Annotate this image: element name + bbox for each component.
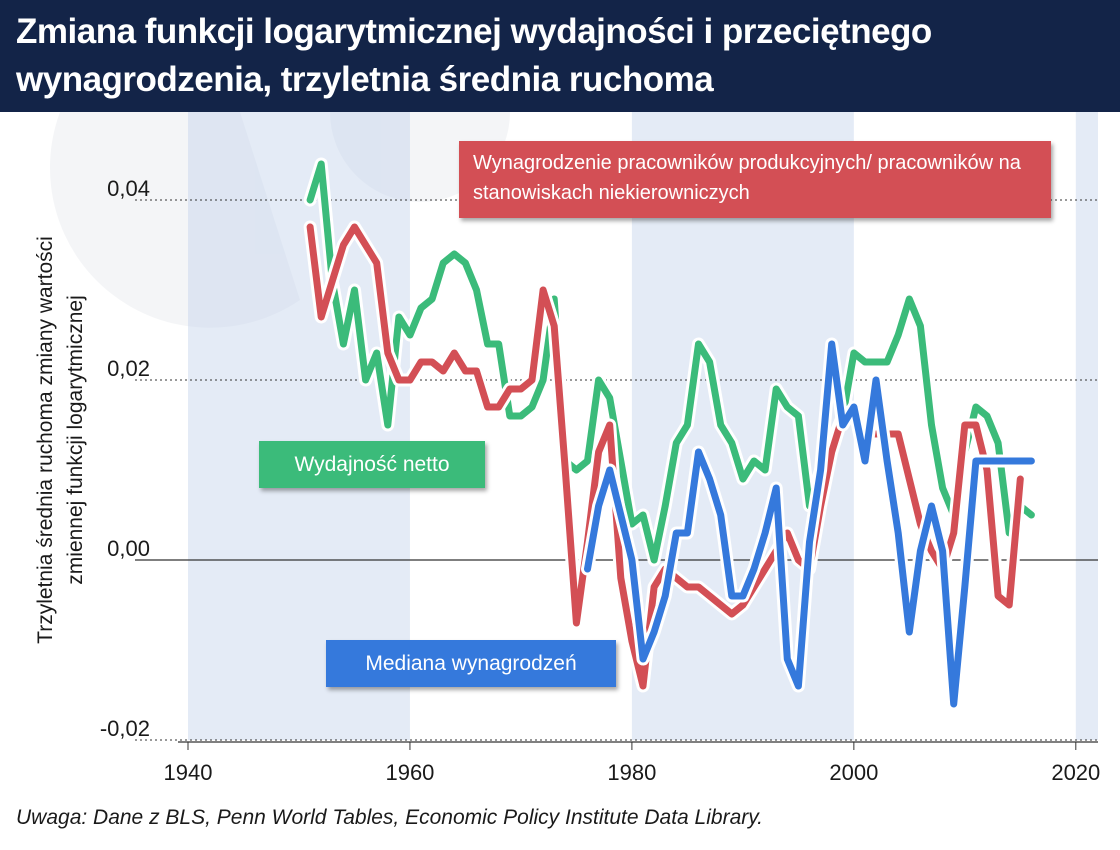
- legend-productivity-label: Wydajność netto: [294, 453, 450, 476]
- shaded-period-2: [1075, 112, 1098, 740]
- series-median-wage-line-stroke: [584, 340, 1035, 708]
- series-productivity-line: [303, 157, 1038, 567]
- x-tick-label: 1980: [607, 760, 656, 785]
- chart-title: Zmiana funkcji logarytmicznej wydajności…: [16, 12, 932, 99]
- x-tick-label: 2020: [1051, 760, 1100, 785]
- y-tick-label: 0,02: [107, 356, 150, 381]
- x-tick-label: 2000: [829, 760, 878, 785]
- x-tick-label: 1960: [385, 760, 434, 785]
- header-bar: Zmiana funkcji logarytmicznej wydajności…: [0, 0, 1120, 112]
- x-tick-label: 1940: [164, 760, 213, 785]
- series-median-wage-line: [581, 337, 1038, 711]
- series-productivity-line-stroke: [306, 160, 1035, 564]
- legend-wages: Wynagrodzenie pracowników produkcyjnych/…: [459, 141, 1051, 218]
- legend-median-wage-label: Mediana wynagrodzeń: [365, 652, 577, 675]
- y-axis-label-line-2: zmiennej funkcji logarytmicznej: [64, 295, 87, 584]
- legend-productivity: Wydajność netto: [259, 441, 485, 488]
- footnote-source: Uwaga: Dane z BLS, Penn World Tables, Ec…: [16, 806, 764, 829]
- y-tick-label: -0,02: [100, 716, 150, 741]
- y-tick-label: 0,00: [107, 536, 150, 561]
- y-axis-label: Trzyletnia średnia ruchoma zmiany wartoś…: [34, 236, 87, 644]
- legend-median-wage: Mediana wynagrodzeń: [326, 640, 616, 687]
- shaded-period-0: [188, 112, 410, 740]
- legend-wages-label: Wynagrodzenie pracowników produkcyjnych/…: [473, 152, 1021, 204]
- y-axis-label-line-1: Trzyletnia średnia ruchoma zmiany wartoś…: [34, 236, 57, 644]
- y-tick-label: 0,04: [107, 176, 150, 201]
